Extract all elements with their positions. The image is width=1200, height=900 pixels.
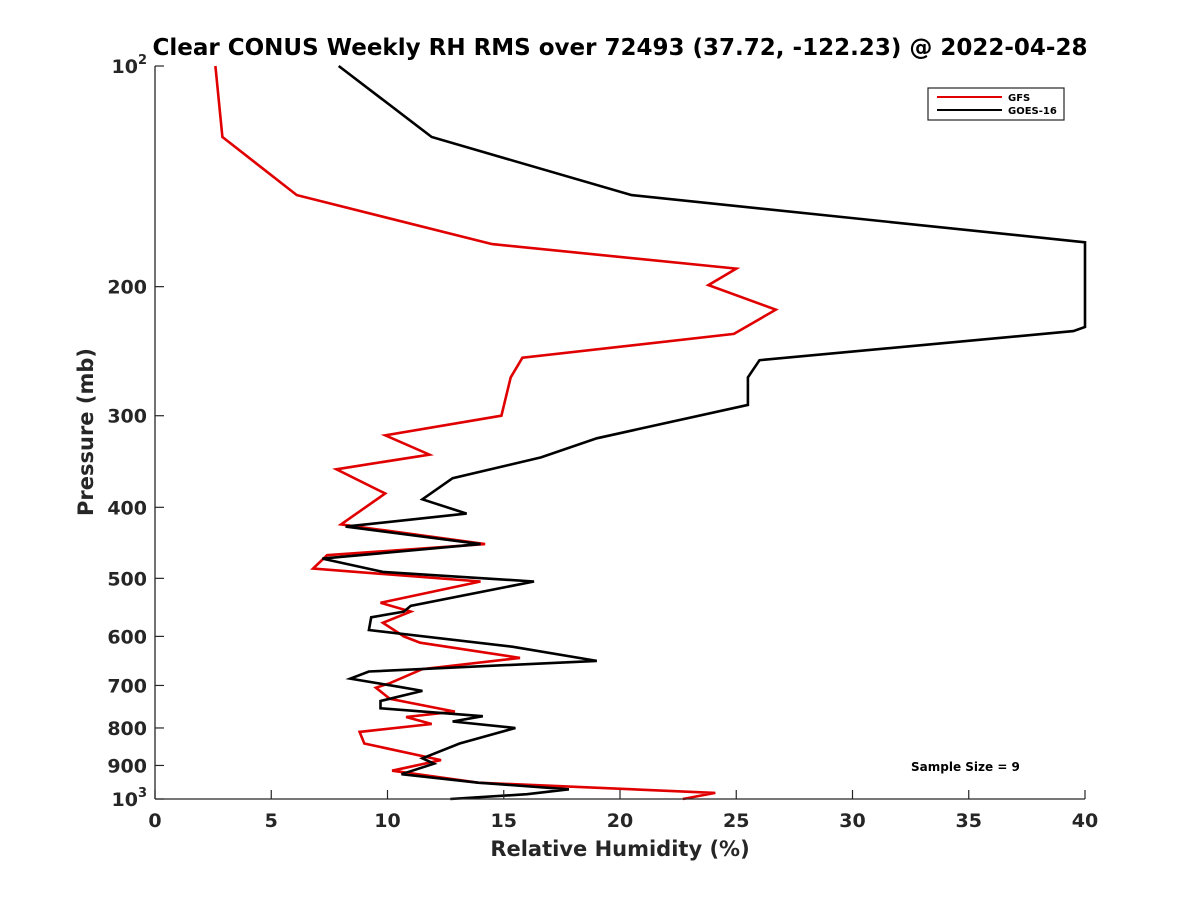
sample-size-annotation: Sample Size = 9	[911, 760, 1020, 774]
y-tick-label: 102	[112, 53, 148, 78]
y-axis-label: Pressure (mb)	[74, 348, 98, 516]
x-tick-label: 0	[148, 810, 161, 832]
legend-label-gfs: GFS	[1008, 93, 1030, 104]
x-tick-label: 25	[723, 810, 749, 832]
y-tick-label: 700	[107, 675, 147, 697]
x-tick-label: 35	[956, 810, 982, 832]
chart-title: Clear CONUS Weekly RH RMS over 72493 (37…	[153, 35, 1088, 61]
x-ticks: 0 5 10 15 20 25 30 35 40	[148, 790, 1098, 832]
y-tick-label: 900	[107, 755, 147, 777]
series-layer	[214, 64, 1087, 801]
series-line-goes16	[322, 64, 1087, 801]
x-axis-label: Relative Humidity (%)	[490, 837, 749, 861]
y-tick-label: 800	[107, 718, 147, 740]
legend: GFS GOES-16	[927, 87, 1065, 121]
x-tick-label: 40	[1072, 810, 1098, 832]
x-tick-label: 30	[839, 810, 865, 832]
series-line-gfs	[214, 65, 779, 801]
plot-area: 0 5 10 15 20 25 30 35 40 102 200 300 400 500 600 700 80…	[107, 53, 1098, 832]
x-tick-label: 10	[374, 810, 400, 832]
legend-label-goes16: GOES-16	[1008, 106, 1057, 117]
y-tick-label: 103	[112, 786, 148, 811]
legend-box	[927, 87, 1065, 121]
y-tick-label: 500	[107, 568, 147, 590]
y-tick-label: 600	[107, 626, 147, 648]
y-ticks: 102 200 300 400 500 600 700 800 900 103	[107, 53, 164, 811]
y-tick-label: 300	[107, 406, 147, 428]
y-tick-label: 400	[107, 497, 147, 519]
y-tick-label: 200	[107, 277, 147, 299]
x-tick-label: 20	[607, 810, 633, 832]
x-tick-label: 15	[491, 810, 517, 832]
x-tick-label: 5	[265, 810, 278, 832]
